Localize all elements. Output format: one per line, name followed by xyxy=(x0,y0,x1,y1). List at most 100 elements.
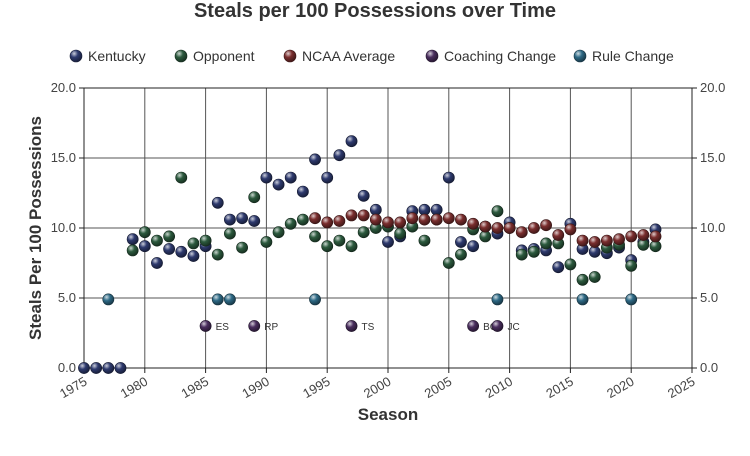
x-tick-label: 2005 xyxy=(422,374,455,401)
y-tick-label-left: 10.0 xyxy=(51,220,76,235)
data-point xyxy=(272,178,285,191)
y-tick-label-right: 5.0 xyxy=(700,290,718,305)
data-point xyxy=(321,216,334,229)
data-point xyxy=(357,209,370,222)
data-point xyxy=(345,135,358,148)
data-point xyxy=(224,293,236,306)
data-point xyxy=(296,185,309,198)
data-point xyxy=(138,226,151,239)
y-axis-left: 0.0 5.0 10.0 15.0 20.0 xyxy=(51,80,84,375)
legend-label: Rule Change xyxy=(592,48,674,64)
data-point xyxy=(78,362,90,374)
legend: Kentucky Opponent NCAA Average Coaching Cha… xyxy=(69,48,674,64)
legend-marker xyxy=(69,49,83,63)
data-point xyxy=(357,226,370,239)
data-point xyxy=(418,213,431,226)
data-point xyxy=(394,227,407,240)
data-point xyxy=(491,293,504,306)
data-point xyxy=(345,240,358,253)
data-point xyxy=(649,230,662,243)
data-point xyxy=(491,222,504,234)
data-point xyxy=(430,213,443,226)
legend-marker xyxy=(174,49,188,63)
data-point xyxy=(151,234,163,247)
data-point xyxy=(163,243,176,255)
y-axis-label: Steals Per 100 Possessions xyxy=(26,116,45,340)
data-point xyxy=(369,213,382,226)
chart-title: Steals per 100 Possessions over Time xyxy=(194,0,556,22)
data-point xyxy=(272,226,285,239)
data-point xyxy=(248,191,261,204)
y-tick-label-right: 0.0 xyxy=(700,360,718,375)
data-point xyxy=(564,258,577,271)
x-tick-label: 1980 xyxy=(118,374,151,401)
data-point xyxy=(309,293,321,306)
data-point xyxy=(613,233,625,246)
data-point xyxy=(333,215,346,227)
data-point xyxy=(576,293,589,306)
data-point xyxy=(296,213,309,226)
y-tick-label-left: 15.0 xyxy=(51,150,76,165)
data-point xyxy=(187,250,200,262)
data-point xyxy=(260,171,273,184)
legend-label: Coaching Change xyxy=(444,48,556,64)
x-tick-label: 2010 xyxy=(483,374,516,401)
data-point xyxy=(90,362,103,374)
data-point xyxy=(552,229,565,241)
y-tick-label-right: 15.0 xyxy=(700,150,725,165)
data-point xyxy=(503,222,516,234)
data-point xyxy=(406,212,419,225)
data-point xyxy=(236,212,248,225)
data-point xyxy=(552,261,565,274)
data-point xyxy=(394,216,407,229)
data-point xyxy=(455,248,467,261)
data-point xyxy=(418,234,431,247)
x-tick-label: 2015 xyxy=(543,374,576,401)
data-point xyxy=(467,320,480,332)
y-tick-label-left: 0.0 xyxy=(58,360,76,375)
data-point xyxy=(625,230,638,243)
data-point xyxy=(382,216,394,229)
data-point xyxy=(455,236,467,248)
y-tick-label-right: 20.0 xyxy=(700,80,725,95)
data-point xyxy=(528,245,540,258)
data-point xyxy=(151,257,163,269)
data-point xyxy=(211,196,224,209)
data-point xyxy=(224,227,236,240)
data-point xyxy=(625,259,638,272)
data-point xyxy=(528,222,540,234)
data-point xyxy=(467,240,480,253)
data-point xyxy=(102,362,115,374)
point-label: RP xyxy=(264,322,278,333)
data-points: ES RP TS BG JC xyxy=(78,135,662,374)
point-label: ES xyxy=(216,322,230,333)
data-point xyxy=(163,230,176,243)
data-point xyxy=(564,223,577,236)
data-point xyxy=(175,171,188,184)
data-point xyxy=(284,171,297,184)
x-tick-label: 1985 xyxy=(179,374,212,401)
legend-label: Opponent xyxy=(193,48,255,64)
data-point xyxy=(467,217,480,230)
x-axis: 1975 1980 1985 1990 1995 2000 2005 2010 2015 2020… xyxy=(57,368,698,401)
data-point xyxy=(540,219,552,232)
legend-marker xyxy=(283,49,297,63)
data-point xyxy=(333,149,346,162)
data-point xyxy=(382,236,394,248)
data-point xyxy=(321,240,334,253)
y-tick-label-left: 5.0 xyxy=(58,290,76,305)
data-point xyxy=(224,213,236,226)
data-point xyxy=(576,273,589,286)
data-point xyxy=(588,236,601,248)
data-point xyxy=(284,217,297,230)
data-point xyxy=(199,320,212,332)
data-point xyxy=(600,234,613,247)
data-point xyxy=(126,244,139,257)
data-point xyxy=(248,320,261,332)
data-point xyxy=(625,293,638,306)
data-point xyxy=(345,320,358,332)
legend-marker xyxy=(573,49,587,63)
data-point xyxy=(491,320,504,332)
